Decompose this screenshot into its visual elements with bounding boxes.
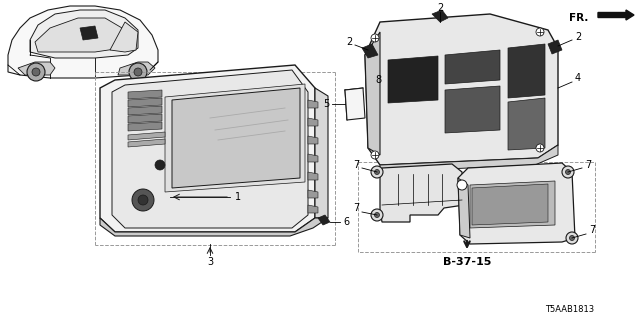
Circle shape: [374, 212, 380, 218]
Polygon shape: [445, 50, 500, 84]
Polygon shape: [308, 118, 318, 126]
Circle shape: [536, 28, 544, 36]
Polygon shape: [128, 98, 162, 107]
Text: 7: 7: [589, 225, 595, 235]
Polygon shape: [365, 32, 380, 155]
Polygon shape: [18, 62, 55, 75]
Polygon shape: [128, 122, 162, 131]
Polygon shape: [318, 215, 330, 225]
Polygon shape: [362, 44, 378, 58]
Circle shape: [562, 166, 574, 178]
Text: T5AAB1813: T5AAB1813: [545, 306, 595, 315]
Polygon shape: [308, 172, 318, 180]
Text: 2: 2: [346, 37, 352, 47]
Polygon shape: [308, 190, 318, 198]
Polygon shape: [432, 10, 448, 22]
Polygon shape: [128, 90, 162, 99]
FancyArrow shape: [598, 10, 634, 20]
Polygon shape: [165, 84, 305, 192]
Polygon shape: [100, 65, 315, 232]
Text: FR.: FR.: [568, 13, 588, 23]
Text: 2: 2: [575, 32, 581, 42]
Polygon shape: [30, 10, 138, 58]
Polygon shape: [308, 154, 318, 162]
Polygon shape: [128, 139, 165, 147]
Text: 5: 5: [323, 99, 329, 109]
Polygon shape: [388, 56, 438, 103]
Polygon shape: [548, 40, 562, 54]
Text: 4: 4: [575, 73, 581, 83]
Polygon shape: [35, 18, 122, 52]
Circle shape: [371, 34, 379, 42]
Text: 7: 7: [585, 160, 591, 170]
Circle shape: [27, 63, 45, 81]
Polygon shape: [172, 88, 300, 188]
Polygon shape: [315, 88, 328, 218]
Circle shape: [566, 170, 570, 174]
Text: B-37-15: B-37-15: [443, 257, 491, 267]
Polygon shape: [345, 88, 365, 120]
Polygon shape: [380, 164, 464, 222]
Polygon shape: [380, 145, 558, 172]
Polygon shape: [128, 132, 165, 140]
Polygon shape: [508, 98, 545, 150]
Polygon shape: [128, 114, 162, 123]
Polygon shape: [100, 218, 328, 236]
Circle shape: [570, 236, 575, 241]
Polygon shape: [308, 205, 318, 213]
Text: 7: 7: [353, 203, 359, 213]
Text: 3: 3: [207, 257, 213, 267]
Polygon shape: [8, 6, 158, 78]
Polygon shape: [508, 44, 545, 98]
Circle shape: [371, 166, 383, 178]
Circle shape: [155, 160, 165, 170]
Polygon shape: [458, 163, 575, 244]
Polygon shape: [110, 22, 138, 52]
Polygon shape: [128, 106, 162, 115]
Circle shape: [134, 68, 142, 76]
Circle shape: [32, 68, 40, 76]
Circle shape: [566, 232, 578, 244]
Polygon shape: [80, 26, 98, 40]
Circle shape: [371, 151, 379, 159]
Circle shape: [371, 209, 383, 221]
Polygon shape: [458, 178, 470, 238]
Circle shape: [129, 63, 147, 81]
Polygon shape: [365, 14, 558, 165]
Text: 7: 7: [353, 160, 359, 170]
Text: 6: 6: [343, 217, 349, 227]
Circle shape: [138, 195, 148, 205]
Circle shape: [457, 180, 467, 190]
Text: 1: 1: [235, 192, 241, 202]
Polygon shape: [472, 184, 548, 225]
Polygon shape: [470, 181, 555, 228]
Text: 8: 8: [375, 75, 381, 85]
Polygon shape: [308, 136, 318, 144]
Polygon shape: [445, 86, 500, 133]
Polygon shape: [112, 70, 308, 228]
Polygon shape: [118, 62, 155, 75]
Circle shape: [132, 189, 154, 211]
Circle shape: [374, 170, 380, 174]
Text: 2: 2: [437, 3, 443, 13]
Circle shape: [536, 144, 544, 152]
Polygon shape: [308, 100, 318, 108]
